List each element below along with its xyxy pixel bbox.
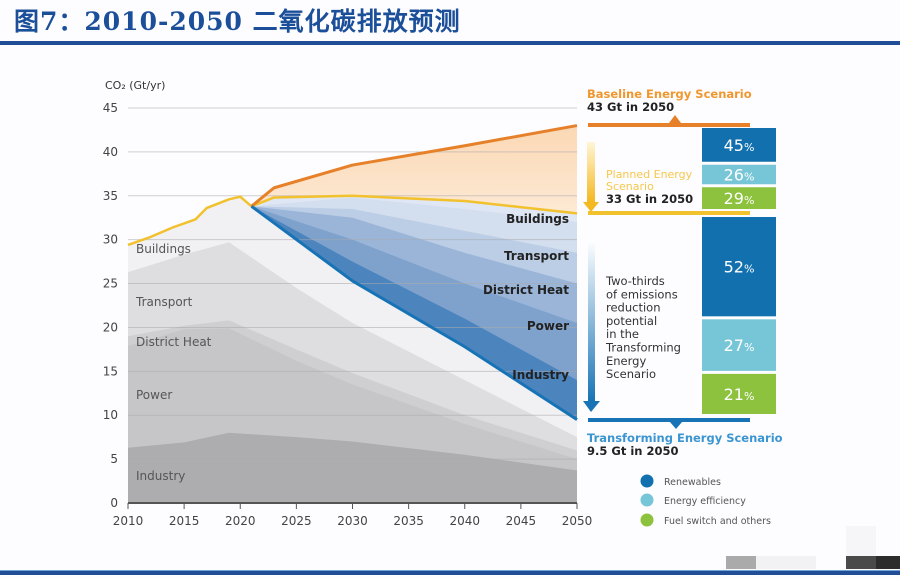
- watermark-block: [756, 556, 816, 569]
- historical-line: [127, 195, 253, 247]
- breakdown-percent-label: 29%: [724, 189, 755, 208]
- legend-label: Renewables: [664, 477, 721, 488]
- watermark-block: [846, 556, 876, 569]
- reduction-note-line: of emissions: [606, 287, 678, 301]
- breakdown-percent-label: 26%: [724, 166, 755, 185]
- breakdown-segment-energy-efficiency: [702, 319, 776, 371]
- transforming-arrow-shaft: [588, 240, 595, 402]
- left-sector-label: Buildings: [136, 242, 191, 256]
- reduction-note-line: Two-thirds: [605, 274, 665, 288]
- breakdown-segment-renewables: [702, 128, 776, 162]
- transforming-line: [250, 205, 578, 421]
- x-tick-label: 2010: [113, 514, 144, 528]
- reduction-note-line: potential: [606, 314, 657, 328]
- transforming-bar: [588, 418, 750, 422]
- planned-line: [251, 194, 578, 215]
- baseline-pointer-icon: [669, 115, 681, 123]
- right-sector-label: Power: [527, 319, 569, 333]
- watermark-block: [726, 556, 756, 569]
- planned-arrow-shaft: [587, 142, 595, 202]
- y-tick-label: 0: [110, 496, 118, 510]
- reduction-note-line: Transforming: [605, 341, 681, 355]
- baseline-scenario-title: Baseline Energy Scenario: [587, 87, 752, 101]
- breakdown-segment-fuel-switch-and-others: [702, 373, 776, 414]
- x-tick-label: 2015: [169, 514, 200, 528]
- breakdown-percent-label: 45%: [724, 136, 755, 155]
- legend-swatch: [640, 493, 654, 507]
- x-tick-label: 2025: [281, 514, 312, 528]
- y-tick-label: 30: [103, 233, 118, 247]
- footer-divider: [0, 571, 900, 575]
- right-sector-label: Transport: [504, 249, 569, 263]
- x-tick-label: 2040: [449, 514, 480, 528]
- planned-scenario-title-2: Scenario: [606, 180, 654, 193]
- legend-label: Energy efficiency: [664, 496, 746, 507]
- title-divider: [0, 41, 900, 45]
- baseline-bar: [588, 123, 750, 127]
- right-sector-label: District Heat: [483, 283, 569, 297]
- y-tick-label: 35: [103, 189, 118, 203]
- planned-scenario-value: 33 Gt in 2050: [606, 192, 693, 206]
- reduction-note-line: Scenario: [606, 367, 656, 381]
- breakdown-segment-fuel-switch-and-others: [702, 187, 776, 209]
- transforming-scenario-title: Transforming Energy Scenario: [587, 431, 783, 445]
- y-tick-label: 5: [110, 452, 118, 466]
- legend-label: Fuel switch and others: [664, 516, 771, 527]
- y-axis-title: CO₂ (Gt/yr): [105, 79, 165, 92]
- y-tick-label: 40: [103, 145, 118, 159]
- baseline-line: [250, 124, 578, 208]
- y-tick-label: 25: [103, 277, 118, 291]
- reduction-note-line: in the: [606, 327, 639, 341]
- breakdown-percent-label: 52%: [724, 258, 755, 277]
- x-tick-label: 2030: [337, 514, 368, 528]
- breakdown-segment-energy-efficiency: [702, 164, 776, 185]
- x-tick-label: 2020: [225, 514, 256, 528]
- breakdown-percent-label: 27%: [724, 336, 755, 355]
- x-tick-label: 2050: [562, 514, 593, 528]
- reduction-note-line: Energy: [606, 354, 646, 368]
- grey-area-industry: [128, 432, 577, 503]
- down-arrow-icon: [583, 401, 600, 412]
- breakdown-percent-label: 21%: [724, 385, 755, 404]
- page-title: 图7：2010-2050 二氧化碳排放预测: [14, 7, 461, 36]
- planned-bar: [588, 211, 750, 215]
- footer-highlight: [0, 570, 900, 571]
- legend-swatch: [640, 474, 654, 488]
- left-sector-label: Transport: [135, 295, 193, 309]
- planned-scenario-title-1: Planned Energy: [606, 168, 693, 181]
- y-tick-label: 45: [103, 101, 118, 115]
- y-tick-label: 10: [103, 408, 118, 422]
- legend-swatch: [640, 513, 654, 527]
- left-sector-label: Power: [136, 388, 172, 402]
- transforming-pointer-icon: [670, 422, 682, 429]
- watermark-block: [846, 526, 876, 556]
- baseline-scenario-value: 43 Gt in 2050: [587, 100, 674, 114]
- transforming-scenario-value: 9.5 Gt in 2050: [587, 444, 678, 458]
- right-sector-label: Industry: [512, 368, 569, 382]
- breakdown-segment-renewables: [702, 217, 776, 317]
- y-tick-label: 15: [103, 364, 118, 378]
- x-tick-label: 2045: [506, 514, 537, 528]
- reduction-note-line: reduction: [606, 301, 661, 315]
- watermark-block: [876, 556, 900, 569]
- x-tick-label: 2035: [393, 514, 424, 528]
- right-sector-label: Buildings: [506, 212, 569, 226]
- baseline-planned-gap-area: [251, 125, 577, 214]
- y-tick-label: 20: [103, 320, 118, 334]
- left-sector-label: District Heat: [136, 335, 212, 349]
- down-arrow-icon: [583, 202, 599, 212]
- left-sector-label: Industry: [136, 469, 185, 483]
